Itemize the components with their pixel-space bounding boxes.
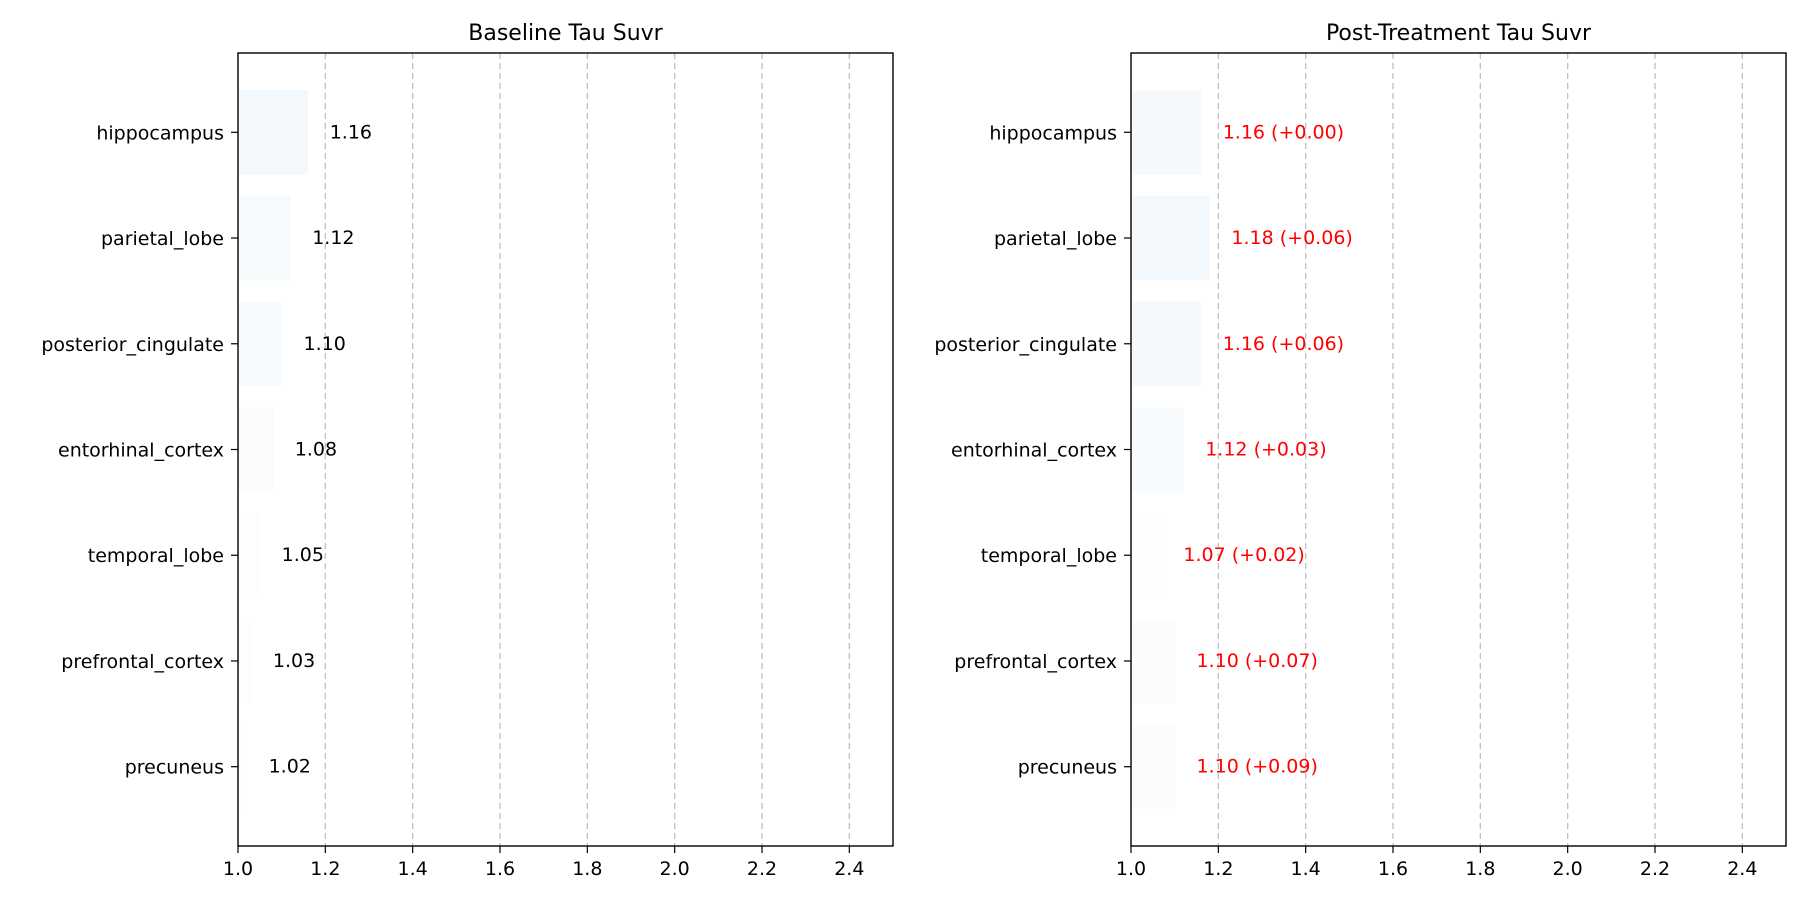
post-category-label: temporal_lobe — [981, 545, 1117, 567]
baseline-bar — [238, 90, 308, 175]
baseline-category-label: hippocampus — [96, 122, 224, 144]
baseline-bar — [238, 301, 282, 387]
post-value-label: 1.12 (+0.03) — [1205, 439, 1326, 461]
baseline-x-tick-label: 1.8 — [572, 858, 602, 880]
post-category-label: posterior_cingulate — [934, 334, 1117, 356]
post-x-tick-label: 1.0 — [1116, 858, 1146, 880]
post-bar — [1131, 90, 1201, 175]
post-value-label: 1.10 (+0.09) — [1197, 756, 1318, 778]
baseline-x-tick-label: 1.4 — [398, 858, 428, 880]
baseline-value-label: 1.05 — [282, 544, 324, 566]
baseline-value-label: 1.03 — [273, 650, 315, 672]
baseline-x-tick-label: 2.0 — [660, 858, 690, 880]
post-bar — [1131, 724, 1175, 809]
post-category-label: hippocampus — [989, 122, 1117, 144]
post-bar — [1131, 301, 1201, 387]
baseline-category-label: temporal_lobe — [88, 545, 224, 567]
post-category-label: parietal_lobe — [994, 228, 1117, 250]
post-value-label: 1.18 (+0.06) — [1231, 227, 1352, 249]
baseline-bar — [238, 407, 273, 492]
baseline-value-label: 1.02 — [269, 756, 311, 778]
baseline-chart-title: Baseline Tau Suvr — [468, 21, 663, 46]
baseline-category-label: parietal_lobe — [101, 228, 224, 250]
post-category-label: prefrontal_cortex — [954, 651, 1117, 673]
post-value-label: 1.10 (+0.07) — [1197, 650, 1318, 672]
baseline-x-tick-label: 1.0 — [223, 858, 253, 880]
baseline-bar — [238, 618, 252, 704]
post-bar — [1131, 618, 1175, 704]
baseline-bar — [238, 724, 247, 809]
post-chart-title: Post-Treatment Tau Suvr — [1326, 21, 1592, 46]
baseline-value-label: 1.16 — [330, 121, 372, 143]
post-x-tick-label: 1.8 — [1465, 858, 1495, 880]
baseline-x-tick-label: 1.6 — [485, 858, 515, 880]
post-x-tick-label: 2.0 — [1553, 858, 1583, 880]
post-x-tick-label: 1.4 — [1291, 858, 1321, 880]
baseline-category-label: prefrontal_cortex — [61, 651, 224, 673]
post-bar — [1131, 512, 1162, 598]
baseline-value-label: 1.10 — [304, 333, 346, 355]
post-x-tick-label: 2.2 — [1640, 858, 1670, 880]
post-category-label: entorhinal_cortex — [951, 440, 1117, 462]
baseline-x-tick-label: 1.2 — [310, 858, 340, 880]
post-bar — [1131, 407, 1184, 492]
post-value-label: 1.16 (+0.06) — [1223, 333, 1344, 355]
post-value-label: 1.07 (+0.02) — [1183, 544, 1304, 566]
post-category-label: precuneus — [1018, 757, 1117, 779]
post-x-tick-label: 2.4 — [1727, 858, 1757, 880]
baseline-value-label: 1.12 — [312, 227, 354, 249]
post-bar — [1131, 195, 1210, 281]
baseline-value-label: 1.08 — [295, 439, 337, 461]
post-x-tick-label: 1.6 — [1378, 858, 1408, 880]
baseline-x-tick-label: 2.4 — [834, 858, 864, 880]
baseline-category-label: posterior_cingulate — [41, 334, 224, 356]
baseline-bar — [238, 195, 291, 281]
baseline-category-label: precuneus — [125, 757, 224, 779]
post-value-label: 1.16 (+0.00) — [1223, 121, 1344, 143]
baseline-bar — [238, 512, 260, 598]
post-x-tick-label: 1.2 — [1203, 858, 1233, 880]
baseline-category-label: entorhinal_cortex — [58, 440, 224, 462]
baseline-x-tick-label: 2.2 — [747, 858, 777, 880]
